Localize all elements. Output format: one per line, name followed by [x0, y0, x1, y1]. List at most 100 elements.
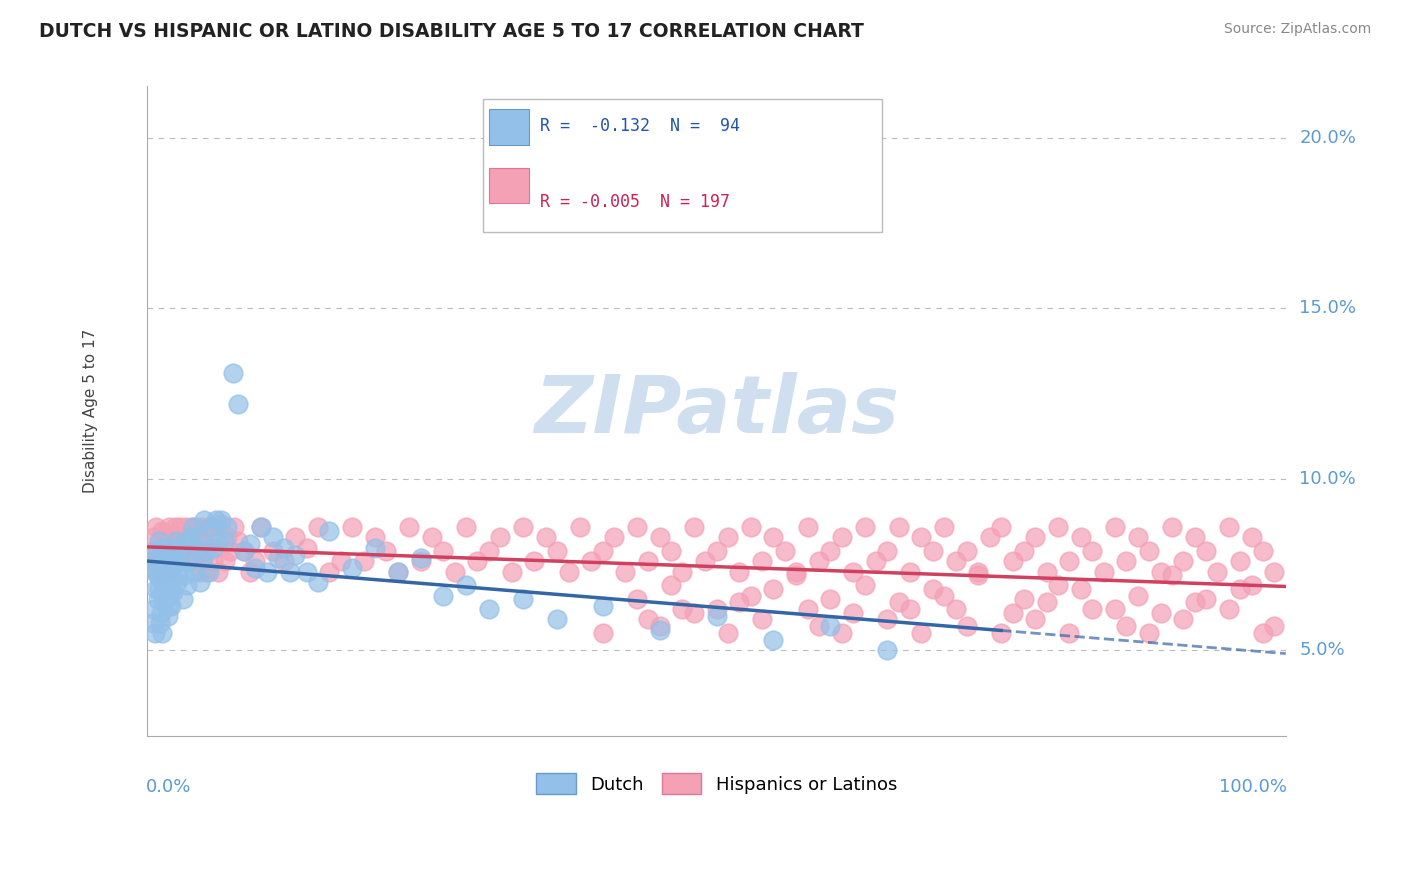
Point: [842, 565, 865, 579]
Point: [149, 572, 172, 586]
Point: [173, 568, 195, 582]
Point: [1126, 589, 1149, 603]
Point: [956, 544, 979, 558]
Point: [181, 544, 204, 558]
Point: [728, 565, 751, 579]
Point: [1104, 602, 1126, 616]
Point: [1059, 554, 1081, 568]
Point: [534, 531, 557, 545]
Point: [262, 531, 284, 545]
Point: [188, 565, 211, 579]
Point: [215, 520, 238, 534]
Point: [233, 544, 256, 558]
Point: [149, 533, 172, 548]
Point: [682, 520, 704, 534]
Point: [1251, 626, 1274, 640]
Point: [197, 544, 219, 558]
Point: [157, 520, 180, 534]
Point: [467, 554, 489, 568]
Point: [398, 520, 420, 534]
Point: [706, 544, 728, 558]
Point: [945, 602, 967, 616]
Text: Source: ZipAtlas.com: Source: ZipAtlas.com: [1223, 22, 1371, 37]
Point: [751, 612, 773, 626]
Point: [145, 544, 167, 558]
Point: [150, 524, 173, 538]
Point: [887, 595, 910, 609]
Point: [162, 561, 184, 575]
Point: [1149, 565, 1171, 579]
Point: [1218, 520, 1240, 534]
Point: [149, 544, 172, 558]
Point: [1070, 582, 1092, 596]
Point: [626, 592, 648, 607]
Point: [177, 554, 200, 568]
Point: [1149, 606, 1171, 620]
Point: [1035, 595, 1057, 609]
Point: [1251, 544, 1274, 558]
Point: [167, 554, 190, 568]
Point: [143, 531, 166, 545]
Point: [156, 578, 179, 592]
Point: [581, 554, 603, 568]
Point: [142, 554, 165, 568]
Point: [239, 565, 262, 579]
Point: [342, 520, 364, 534]
Point: [150, 626, 173, 640]
Point: [179, 554, 201, 568]
Point: [152, 568, 174, 582]
Point: [1240, 578, 1263, 592]
Point: [214, 554, 236, 568]
Point: [152, 582, 174, 596]
Point: [921, 582, 943, 596]
Point: [148, 572, 170, 586]
Point: [207, 565, 229, 579]
Point: [489, 531, 512, 545]
Point: [200, 520, 222, 534]
FancyBboxPatch shape: [484, 99, 882, 233]
Point: [284, 548, 307, 562]
Point: [990, 520, 1012, 534]
Point: [169, 520, 191, 534]
Point: [145, 520, 167, 534]
Text: R =  -0.132  N =  94: R = -0.132 N = 94: [540, 117, 740, 136]
Point: [1115, 619, 1137, 633]
Point: [1001, 606, 1024, 620]
Point: [762, 632, 785, 647]
Point: [432, 589, 454, 603]
Point: [478, 602, 501, 616]
Point: [148, 582, 170, 596]
Point: [204, 513, 226, 527]
Point: [162, 541, 184, 555]
Point: [284, 531, 307, 545]
Point: [831, 626, 853, 640]
Point: [186, 520, 208, 534]
Point: [149, 558, 172, 572]
Point: [967, 565, 990, 579]
Point: [910, 531, 932, 545]
Point: [1229, 554, 1251, 568]
Point: [183, 554, 205, 568]
Point: [1173, 554, 1195, 568]
Point: [648, 623, 671, 637]
Point: [157, 565, 180, 579]
Text: Disability Age 5 to 17: Disability Age 5 to 17: [83, 329, 98, 493]
Point: [432, 544, 454, 558]
Bar: [489, 168, 529, 203]
Point: [165, 533, 187, 548]
Point: [166, 574, 188, 589]
Point: [1137, 544, 1160, 558]
Point: [180, 520, 202, 534]
Text: 0.0%: 0.0%: [146, 778, 191, 796]
Point: [228, 533, 250, 548]
Point: [1092, 565, 1115, 579]
Point: [387, 565, 409, 579]
Text: 5.0%: 5.0%: [1299, 641, 1346, 659]
Point: [1035, 565, 1057, 579]
Point: [329, 554, 352, 568]
Point: [214, 533, 236, 548]
Point: [967, 568, 990, 582]
Point: [167, 554, 190, 568]
Point: [1229, 582, 1251, 596]
Point: [353, 554, 375, 568]
